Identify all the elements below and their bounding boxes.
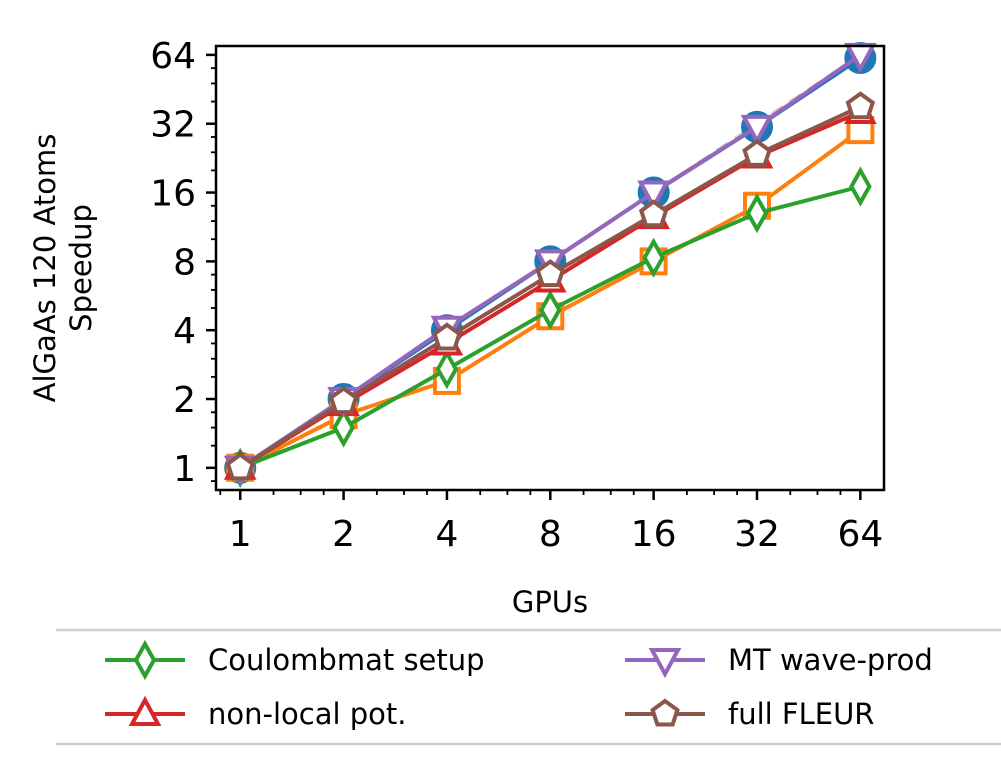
data-point	[845, 91, 876, 120]
x-tick-label: 64	[837, 514, 883, 555]
data-point	[432, 322, 462, 351]
legend-label: full FLEUR	[728, 697, 874, 731]
series-coulombmat-setup	[228, 166, 872, 488]
series-full-fleur	[225, 91, 876, 481]
y-tick-label: 4	[173, 311, 196, 352]
legend-marker	[648, 648, 682, 679]
legend-label: Coulombmat setup	[208, 643, 485, 677]
y-axis-label-line-1: AlGaAs 120 Atoms	[28, 134, 62, 403]
data-point	[740, 114, 774, 146]
data-point	[637, 180, 670, 211]
x-tick-label: 16	[631, 514, 677, 555]
data-point	[535, 259, 566, 288]
legend-entry: Coulombmat setup	[105, 639, 485, 681]
legend-marker	[128, 695, 162, 726]
data-point	[435, 349, 459, 390]
x-axis-label: GPUs	[512, 585, 588, 619]
legend-entry: full FLEUR	[625, 697, 874, 731]
data-point	[332, 407, 355, 448]
data-point	[742, 138, 772, 167]
data-point	[328, 386, 359, 415]
legend-marker	[133, 639, 157, 681]
x-tick-label: 1	[229, 514, 252, 555]
series-layer	[223, 42, 877, 488]
y-tick-label: 2	[173, 380, 196, 421]
x-tick-label: 8	[539, 514, 562, 555]
data-point	[539, 289, 562, 331]
y-axis-label: AlGaAs 120 Atoms Speedup	[28, 134, 98, 403]
y-axis-label-line-2: Speedup	[64, 204, 98, 332]
legend-label: MT wave-prod	[728, 643, 933, 677]
x-tick-label: 2	[332, 514, 355, 555]
y-tick-label: 32	[150, 105, 196, 146]
legend-label: non-local pot.	[208, 697, 407, 731]
y-tick-label: 8	[173, 242, 196, 283]
x-tick-label: 32	[734, 514, 780, 555]
legend: Coulombmat setup non-local pot. MT wave-pr…	[56, 628, 1001, 746]
y-tick-label: 16	[150, 174, 196, 215]
y-tick-label: 1	[173, 449, 196, 490]
y-tick-label: 64	[150, 36, 196, 77]
series-non-local-pot-	[223, 93, 877, 480]
legend-entry: non-local pot.	[105, 695, 407, 731]
x-tick-label: 4	[435, 514, 458, 555]
data-point	[642, 237, 665, 278]
data-point	[849, 166, 872, 207]
legend-entry: MT wave-prod	[625, 643, 933, 679]
data-point	[745, 193, 769, 234]
legend-items: Coulombmat setup non-local pot. MT wave-pr…	[105, 639, 933, 731]
data-point	[638, 199, 669, 228]
labels-layer: 1 2 4 8 16 32 64 1 2 4 8 16 32 64	[150, 36, 883, 555]
ticks-layer	[206, 53, 862, 500]
data-point	[225, 452, 255, 481]
legend-marker	[650, 698, 680, 727]
